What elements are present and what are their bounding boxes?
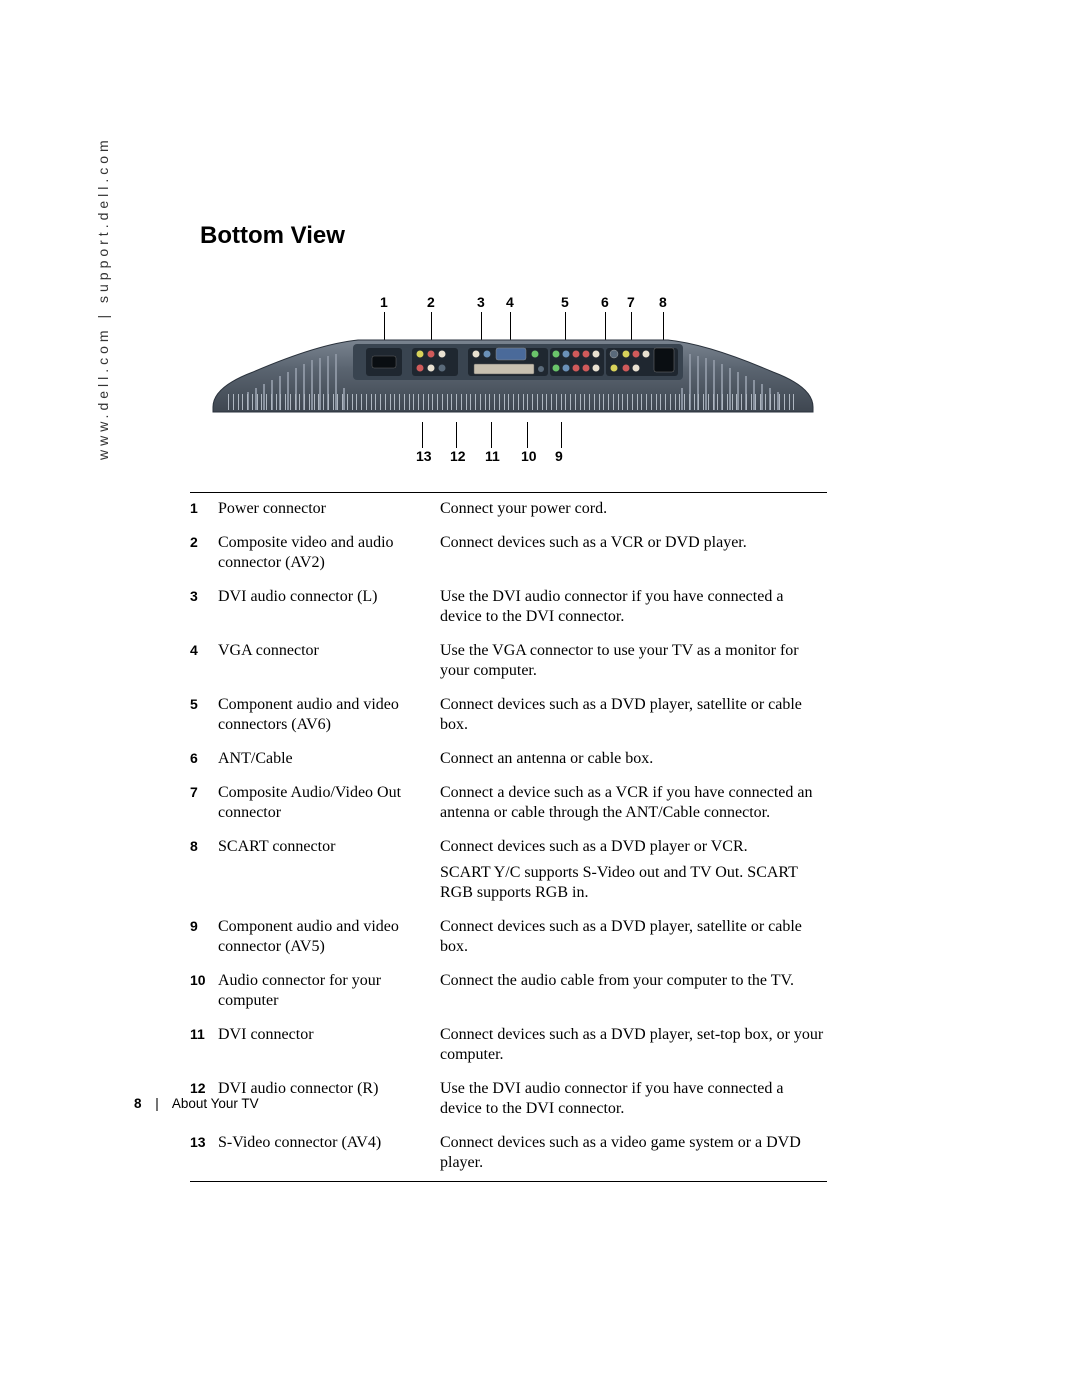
callout-top-1: 1 [380, 294, 388, 310]
callout-line [561, 422, 562, 448]
callout-bottom-13: 13 [416, 448, 432, 464]
connector-description: Connect devices such as a DVD player, sa… [440, 917, 827, 957]
connector-description: Connect devices such as a VCR or DVD pla… [440, 533, 827, 573]
tv-bottom-illustration [198, 332, 828, 427]
row-number: 13 [190, 1133, 218, 1173]
row-number: 8 [190, 837, 218, 903]
row-number: 11 [190, 1025, 218, 1065]
row-number: 2 [190, 533, 218, 573]
table-row: 3DVI audio connector (L)Use the DVI audi… [190, 581, 827, 635]
connector-description: Use the VGA connector to use your TV as … [440, 641, 827, 681]
callout-top-5: 5 [561, 294, 569, 310]
table-row: 5Component audio and video connectors (A… [190, 689, 827, 743]
row-number: 5 [190, 695, 218, 735]
row-number: 6 [190, 749, 218, 769]
callout-top-3: 3 [477, 294, 485, 310]
callout-top-4: 4 [506, 294, 514, 310]
row-number: 10 [190, 971, 218, 1011]
connector-table: 1Power connectorConnect your power cord.… [190, 492, 827, 1182]
callout-line [491, 422, 492, 448]
callout-line [456, 422, 457, 448]
connector-description: Connect the audio cable from your comput… [440, 971, 827, 1011]
connector-description: Use the DVI audio connector if you have … [440, 1079, 827, 1119]
table-row: 10Audio connector for your computerConne… [190, 965, 827, 1019]
connector-description: Connect devices such as a video game sys… [440, 1133, 827, 1173]
callout-top-8: 8 [659, 294, 667, 310]
connector-name: SCART connector [218, 837, 440, 903]
connector-name: Composite video and audio connector (AV2… [218, 533, 440, 573]
bottom-view-diagram: 12345678 [198, 272, 828, 468]
row-number: 4 [190, 641, 218, 681]
footer-separator: | [155, 1096, 159, 1111]
connector-description: Connect a device such as a VCR if you ha… [440, 783, 827, 823]
callout-top-2: 2 [427, 294, 435, 310]
row-number: 9 [190, 917, 218, 957]
callout-top-7: 7 [627, 294, 635, 310]
sidebar-url-text: www.dell.com | support.dell.com [95, 136, 111, 460]
row-number: 1 [190, 499, 218, 519]
table-row: 6ANT/CableConnect an antenna or cable bo… [190, 743, 827, 777]
section-heading: Bottom View [200, 222, 345, 250]
table-row: 2Composite video and audio connector (AV… [190, 527, 827, 581]
connector-name: ANT/Cable [218, 749, 440, 769]
connector-description: Use the DVI audio connector if you have … [440, 587, 827, 627]
table-row: 13S-Video connector (AV4)Connect devices… [190, 1127, 827, 1181]
table-row: 1Power connectorConnect your power cord. [190, 493, 827, 527]
table-row: 11DVI connectorConnect devices such as a… [190, 1019, 827, 1073]
connector-description: Connect devices such as a DVD player or … [440, 837, 827, 903]
connector-name: Power connector [218, 499, 440, 519]
connector-name: S-Video connector (AV4) [218, 1133, 440, 1173]
table-row: 4VGA connectorUse the VGA connector to u… [190, 635, 827, 689]
table-row: 7Composite Audio/Video Out connectorConn… [190, 777, 827, 831]
connector-description: Connect your power cord. [440, 499, 827, 519]
connector-name: Composite Audio/Video Out connector [218, 783, 440, 823]
row-number: 7 [190, 783, 218, 823]
callout-bottom-12: 12 [450, 448, 466, 464]
connector-name: VGA connector [218, 641, 440, 681]
connector-name: DVI connector [218, 1025, 440, 1065]
row-number: 3 [190, 587, 218, 627]
connector-description: Connect an antenna or cable box. [440, 749, 827, 769]
callout-line [527, 422, 528, 448]
callout-top-6: 6 [601, 294, 609, 310]
connector-description: Connect devices such as a DVD player, se… [440, 1025, 827, 1065]
page-footer: 8 | About Your TV [134, 1096, 259, 1111]
callout-bottom-10: 10 [521, 448, 537, 464]
connector-name: DVI audio connector (L) [218, 587, 440, 627]
page-number: 8 [134, 1096, 142, 1111]
footer-section: About Your TV [172, 1096, 259, 1111]
table-row: 12DVI audio connector (R)Use the DVI aud… [190, 1073, 827, 1127]
connector-name: Component audio and video connector (AV5… [218, 917, 440, 957]
callout-line [422, 422, 423, 448]
connector-name: Audio connector for your computer [218, 971, 440, 1011]
connector-description: Connect devices such as a DVD player, sa… [440, 695, 827, 735]
callout-bottom-9: 9 [555, 448, 563, 464]
callout-bottom-11: 11 [485, 448, 500, 464]
connector-name: Component audio and video connectors (AV… [218, 695, 440, 735]
table-row: 8SCART connectorConnect devices such as … [190, 831, 827, 911]
table-row: 9Component audio and video connector (AV… [190, 911, 827, 965]
